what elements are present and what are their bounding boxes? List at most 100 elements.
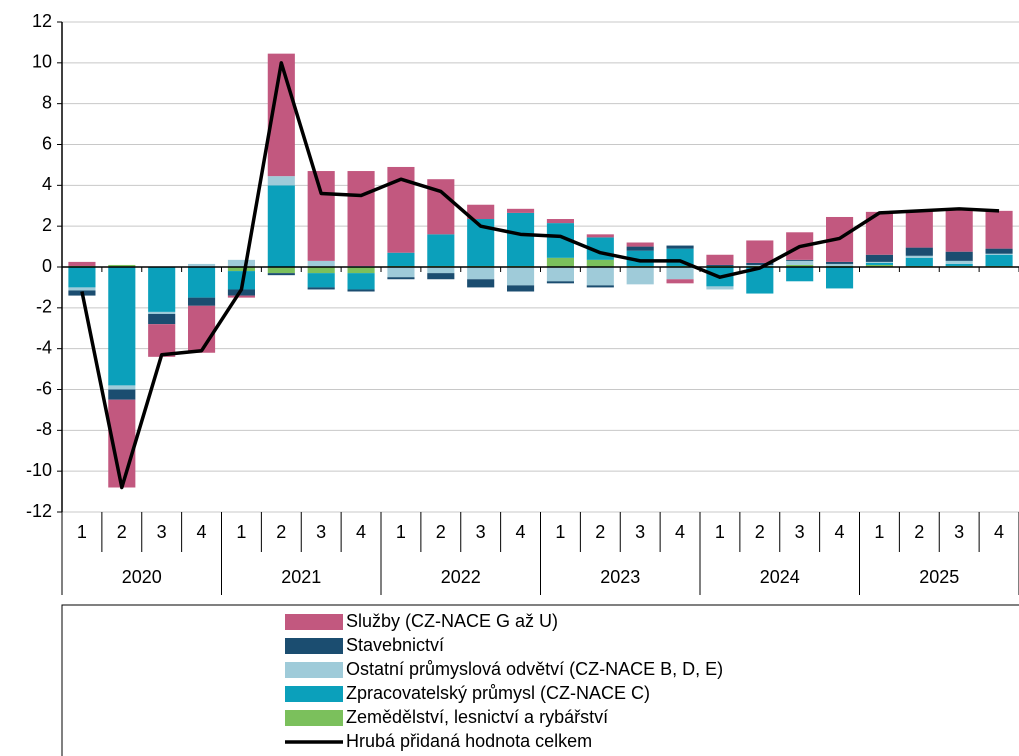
legend-label: Zemědělství, lesnictví a rybářství bbox=[346, 707, 608, 727]
x-tick-label: 1 bbox=[555, 522, 565, 542]
year-label: 2020 bbox=[122, 567, 162, 587]
bar-segment bbox=[227, 267, 255, 272]
bar-segment bbox=[467, 279, 495, 288]
bar-segment bbox=[307, 273, 335, 288]
bar-segment bbox=[427, 234, 455, 266]
bar-segment bbox=[826, 263, 854, 266]
bar-segment bbox=[666, 245, 694, 249]
bar-segment bbox=[586, 234, 614, 238]
y-tick-label: 8 bbox=[42, 92, 52, 112]
bar-segment bbox=[706, 286, 734, 290]
bar-segment bbox=[188, 267, 216, 298]
bar-segment bbox=[68, 287, 96, 291]
bar-segment bbox=[68, 261, 96, 266]
bar-segment bbox=[148, 324, 176, 357]
bar-segment bbox=[905, 210, 933, 248]
legend-swatch bbox=[285, 710, 343, 726]
bar-segment bbox=[905, 257, 933, 266]
bar-segment bbox=[347, 273, 375, 290]
bar-segment bbox=[507, 267, 535, 286]
y-tick-label: 4 bbox=[42, 174, 52, 194]
bar-segment bbox=[108, 264, 136, 267]
bar-segment bbox=[586, 267, 614, 286]
y-tick-label: 0 bbox=[42, 256, 52, 276]
bar-segment bbox=[68, 267, 96, 288]
x-tick-label: 4 bbox=[675, 522, 685, 542]
y-tick-label: 2 bbox=[42, 215, 52, 235]
year-label: 2022 bbox=[441, 567, 481, 587]
y-tick-label: -8 bbox=[36, 419, 52, 439]
x-tick-label: 4 bbox=[835, 522, 845, 542]
x-tick-label: 1 bbox=[874, 522, 884, 542]
x-tick-label: 3 bbox=[316, 522, 326, 542]
year-label: 2021 bbox=[281, 567, 321, 587]
legend-label: Stavebnictví bbox=[346, 635, 444, 655]
bar-segment bbox=[746, 262, 774, 265]
x-tick-label: 1 bbox=[236, 522, 246, 542]
bar-segment bbox=[267, 267, 295, 274]
bar-segment bbox=[188, 297, 216, 306]
bar-segment bbox=[905, 247, 933, 256]
bar-segment bbox=[945, 263, 973, 266]
x-tick-label: 3 bbox=[635, 522, 645, 542]
bar-segment bbox=[148, 267, 176, 312]
bar-segment bbox=[307, 260, 335, 267]
y-tick-label: -6 bbox=[36, 378, 52, 398]
bar-segment bbox=[985, 254, 1013, 266]
bar-segment bbox=[626, 242, 654, 247]
legend-swatch bbox=[285, 686, 343, 702]
line-series bbox=[80, 61, 1000, 490]
y-tick-label: -12 bbox=[26, 501, 52, 521]
legend-label: Služby (CZ-NACE G až U) bbox=[346, 611, 558, 631]
bar-segment bbox=[347, 267, 375, 274]
bar-segment bbox=[945, 209, 973, 252]
x-tick-label: 2 bbox=[276, 522, 286, 542]
bar-segment bbox=[507, 212, 535, 266]
bar-segment bbox=[905, 255, 933, 258]
x-tick-label: 4 bbox=[516, 522, 526, 542]
legend-label: Zpracovatelský průmysl (CZ-NACE C) bbox=[346, 683, 650, 703]
legend-swatch bbox=[285, 614, 343, 630]
x-tick-label: 3 bbox=[954, 522, 964, 542]
bar-segment bbox=[865, 262, 893, 265]
bar-segment bbox=[267, 185, 295, 267]
bar-segment bbox=[865, 254, 893, 262]
bar-segment bbox=[985, 210, 1013, 249]
bar-segment bbox=[108, 267, 136, 386]
x-tick-label: 2 bbox=[595, 522, 605, 542]
bar-segment bbox=[945, 251, 973, 261]
x-tick-label: 3 bbox=[476, 522, 486, 542]
bar-segment bbox=[227, 295, 255, 298]
x-tick-label: 4 bbox=[356, 522, 366, 542]
x-tick-label: 3 bbox=[157, 522, 167, 542]
y-tick-label: -2 bbox=[36, 297, 52, 317]
y-tick-label: 6 bbox=[42, 133, 52, 153]
x-tick-label: 4 bbox=[994, 522, 1004, 542]
bar-segment bbox=[826, 267, 854, 289]
bar-segment bbox=[865, 261, 893, 263]
x-tick-label: 1 bbox=[396, 522, 406, 542]
bar-segment bbox=[626, 267, 654, 285]
bar-segment bbox=[706, 254, 734, 265]
bar-segment bbox=[347, 289, 375, 292]
x-tick-label: 2 bbox=[436, 522, 446, 542]
bar-segment bbox=[108, 389, 136, 400]
bar-segment bbox=[546, 219, 574, 224]
bar-segment bbox=[865, 264, 893, 267]
bar-segment bbox=[267, 176, 295, 186]
bar-segment bbox=[427, 267, 455, 274]
y-tick-label: -4 bbox=[36, 337, 52, 357]
bar-segment bbox=[307, 287, 335, 290]
year-label: 2023 bbox=[600, 567, 640, 587]
x-tick-label: 4 bbox=[197, 522, 207, 542]
legend-swatch bbox=[285, 662, 343, 678]
bar-segment bbox=[347, 171, 375, 266]
year-label: 2024 bbox=[760, 567, 800, 587]
y-tick-label: 10 bbox=[32, 52, 52, 72]
bar-segment bbox=[786, 260, 814, 265]
bar-segment bbox=[267, 273, 295, 276]
y-tick-label: 12 bbox=[32, 11, 52, 31]
legend-box bbox=[61, 604, 1019, 756]
bar-segment bbox=[108, 385, 136, 390]
